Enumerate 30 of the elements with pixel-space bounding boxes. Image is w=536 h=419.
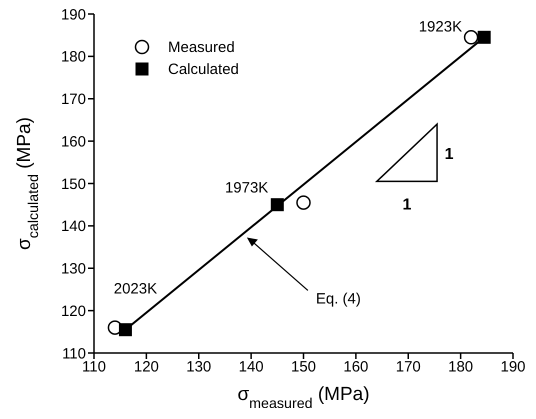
x-tick-label: 170 bbox=[396, 358, 421, 376]
x-tick-label: 140 bbox=[238, 358, 264, 376]
y-tick-label: 190 bbox=[60, 6, 86, 24]
y-tick-label: 170 bbox=[60, 91, 86, 108]
point bbox=[478, 30, 491, 44]
y-tick-label: 160 bbox=[60, 133, 86, 150]
x-tick-label: 190 bbox=[500, 358, 526, 376]
y-tick-label: 180 bbox=[60, 48, 86, 66]
legend-label: Calculated bbox=[168, 60, 239, 78]
point bbox=[118, 323, 132, 336]
x-tick-label: 130 bbox=[186, 358, 212, 376]
legend-label: Measured bbox=[168, 38, 235, 56]
y-tick-label: 120 bbox=[60, 302, 86, 320]
x-axis-title: σ$_{measured}$ (MPa) bbox=[237, 384, 370, 412]
x-tick-label: 120 bbox=[134, 358, 159, 376]
point bbox=[464, 30, 478, 45]
y-tick-label: 140 bbox=[60, 218, 86, 236]
annotation: 1 bbox=[402, 196, 412, 214]
x-tick-label: 160 bbox=[343, 358, 368, 376]
annotation: 1 bbox=[444, 146, 454, 163]
point bbox=[270, 198, 284, 212]
annotation: 1973K bbox=[224, 180, 268, 197]
annotation: 1923K bbox=[418, 18, 462, 36]
x-tick-label: 150 bbox=[290, 358, 316, 376]
annotation: 2023K bbox=[114, 280, 158, 298]
annotation: Eq. (4) bbox=[316, 290, 361, 308]
point bbox=[296, 195, 311, 210]
y-tick-label: 130 bbox=[60, 260, 86, 278]
x-tick-label: 180 bbox=[448, 358, 474, 376]
y-tick-label: 150 bbox=[60, 176, 86, 193]
